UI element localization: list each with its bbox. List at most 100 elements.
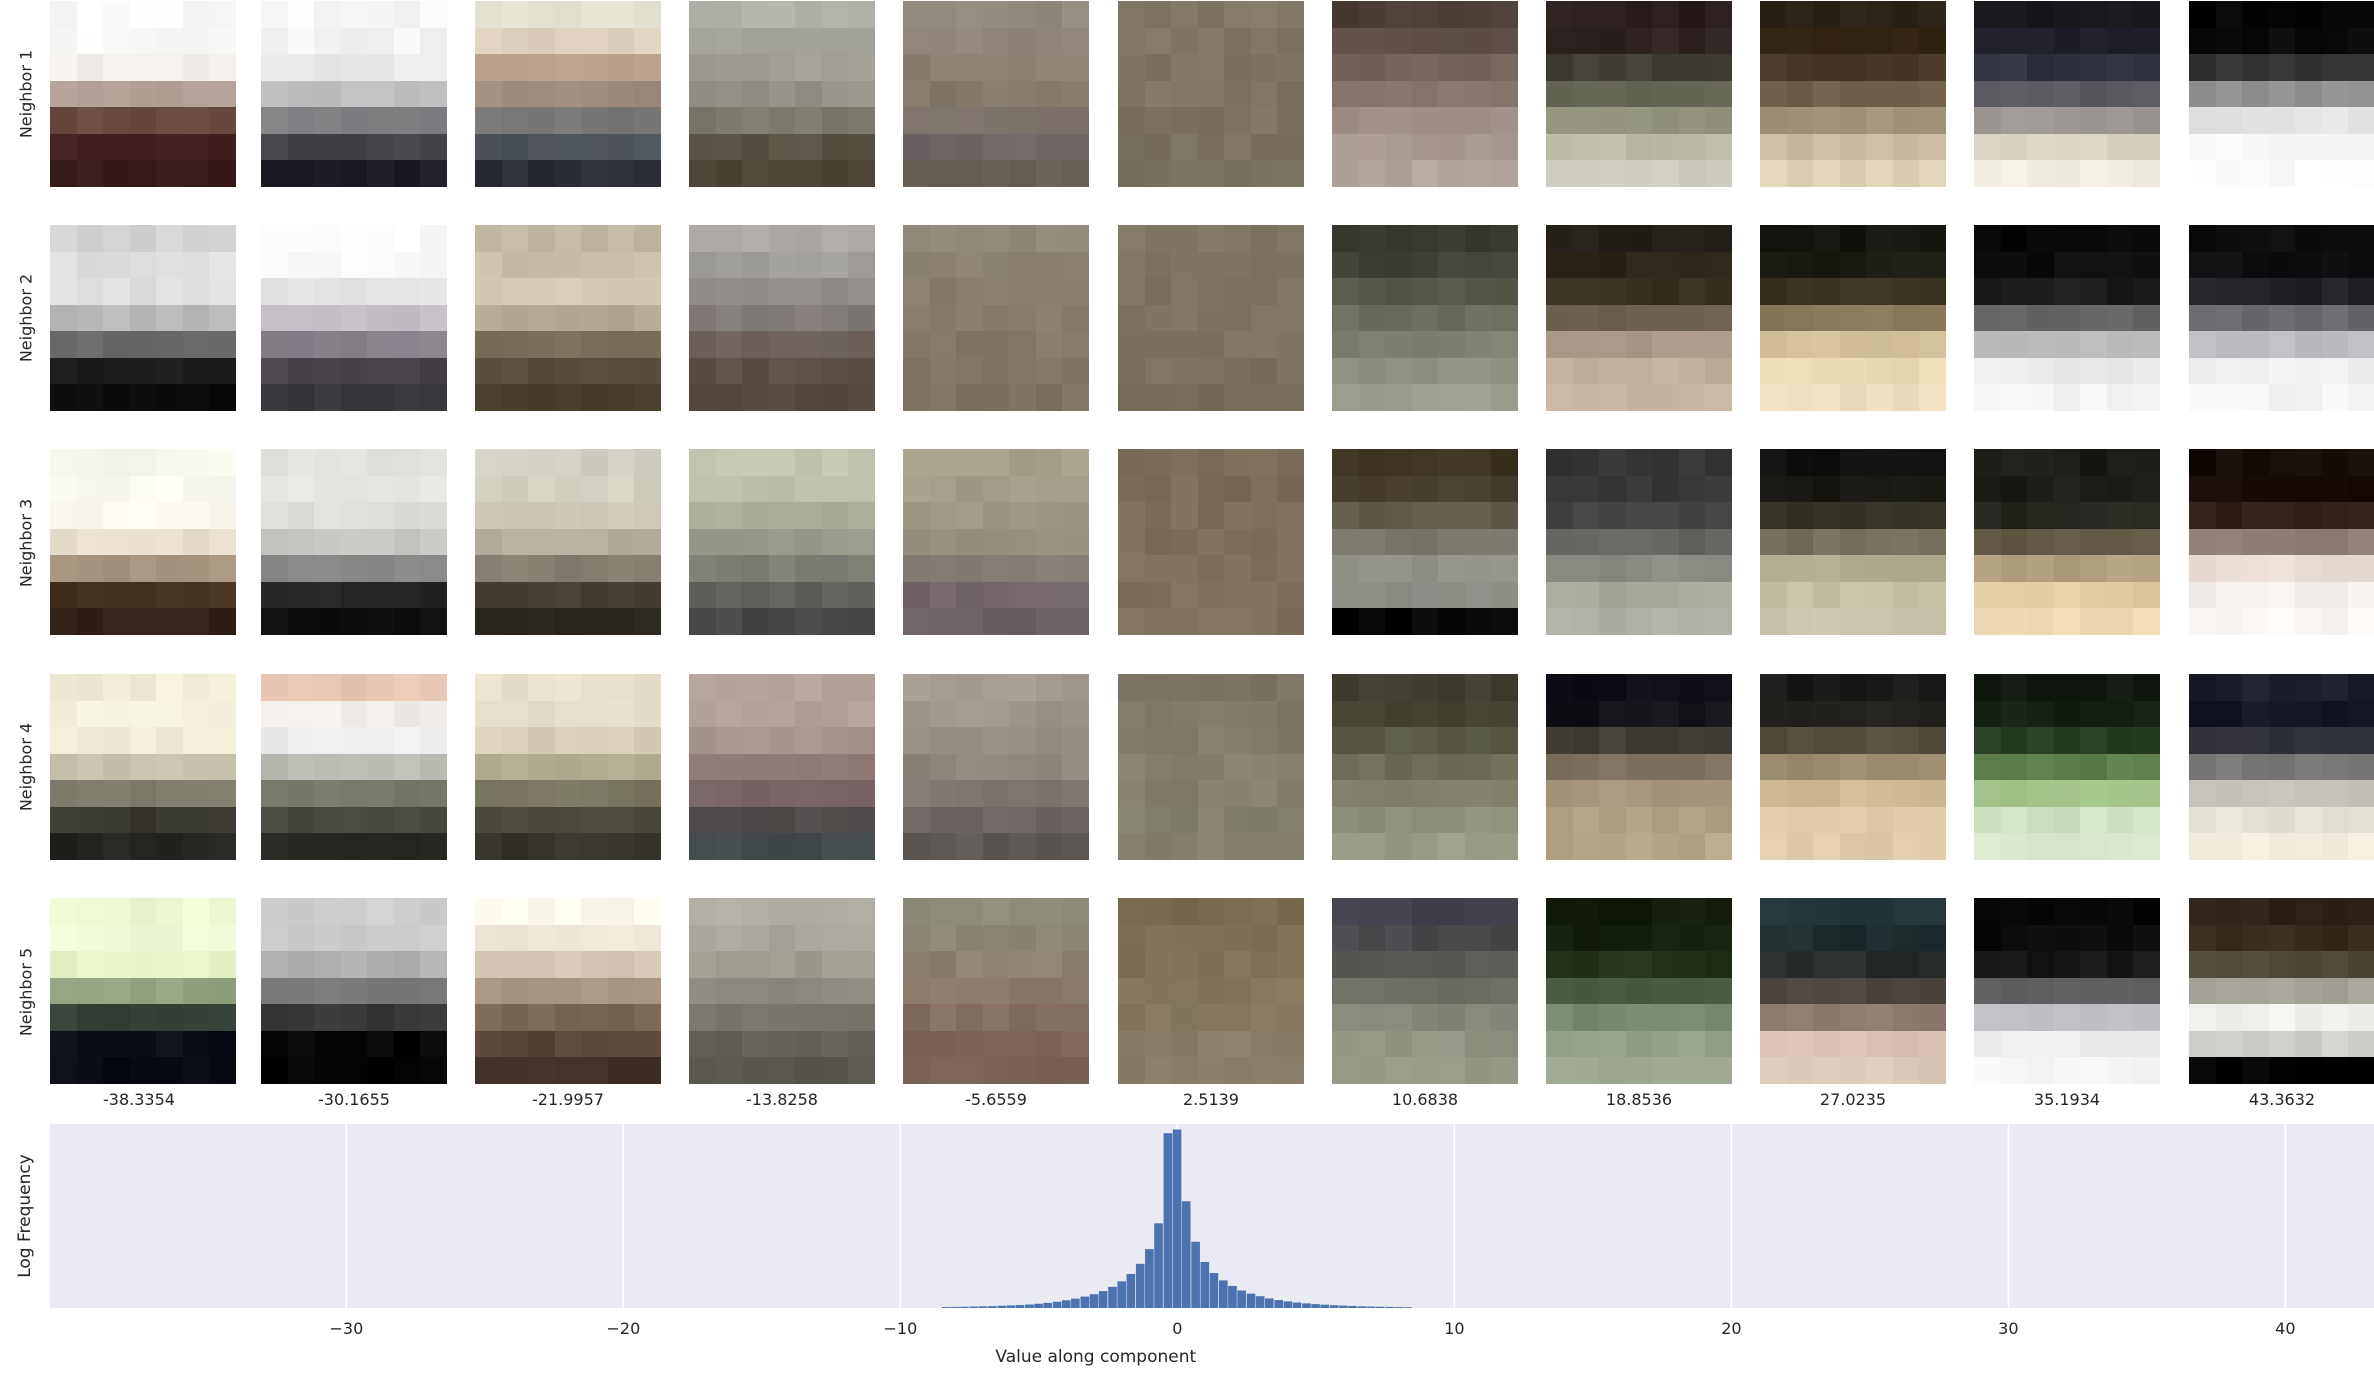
tile-pixel — [475, 27, 502, 55]
tile-pixel — [956, 357, 983, 385]
tile-pixel — [1760, 977, 1787, 1005]
tile-pixel — [795, 727, 822, 754]
tile-pixel — [2027, 833, 2054, 860]
tile-pixel — [634, 951, 661, 978]
tile-pixel — [1813, 357, 1840, 385]
tile-pixel — [2133, 1057, 2160, 1084]
tile-pixel — [1839, 331, 1867, 358]
tile-pixel — [1546, 700, 1573, 728]
tile-pixel — [2027, 107, 2054, 134]
tile-pixel — [2080, 700, 2107, 728]
tile-pixel — [501, 1004, 529, 1031]
tile-pixel — [393, 357, 421, 385]
tile-pixel — [50, 278, 77, 305]
tile-pixel — [634, 449, 661, 476]
tile-pixel — [1491, 502, 1518, 529]
tile-pixel — [607, 160, 635, 187]
tile-pixel — [2295, 951, 2322, 978]
tile-pixel — [1678, 27, 1706, 55]
tile-pixel — [768, 1057, 796, 1084]
tile-pixel — [393, 160, 421, 187]
tile-pixel — [1358, 674, 1386, 701]
tile-pixel — [2215, 475, 2243, 503]
tile-pixel — [2053, 727, 2081, 754]
tile-pixel — [1464, 384, 1492, 411]
tile-pixel — [1062, 1, 1089, 28]
tile-pixel — [2189, 251, 2216, 279]
tile-pixel — [2106, 528, 2134, 556]
tile-pixel — [1705, 251, 1732, 279]
tile-pixel — [129, 977, 157, 1005]
tile-pixel — [475, 251, 502, 279]
tile-pixel — [1786, 555, 1814, 582]
tile-pixel — [2027, 898, 2054, 925]
tile-pixel — [2189, 898, 2216, 925]
tile-pixel — [501, 581, 529, 609]
tile-pixel — [1332, 304, 1359, 332]
tile-pixel — [1546, 357, 1573, 385]
tile-pixel — [2027, 780, 2054, 807]
tile-pixel — [340, 54, 368, 81]
tile-pixel — [1546, 1057, 1573, 1084]
tile-pixel — [1625, 833, 1653, 860]
tile-pixel — [903, 304, 930, 332]
tile-pixel — [982, 581, 1010, 609]
tile-pixel — [715, 1057, 743, 1084]
tile-pixel — [393, 449, 421, 476]
tile-pixel — [1035, 160, 1063, 187]
neighbor-image-tile — [261, 898, 447, 1084]
tile-pixel — [1118, 780, 1145, 807]
tile-pixel — [340, 951, 368, 978]
tile-pixel — [2133, 331, 2160, 358]
tile-pixel — [1572, 753, 1600, 781]
tile-pixel — [1385, 898, 1412, 925]
tile-pixel — [1062, 251, 1089, 279]
tile-pixel — [129, 753, 157, 781]
tile-pixel — [1464, 160, 1492, 187]
tile-pixel — [367, 528, 394, 556]
tile-pixel — [2000, 581, 2028, 609]
tile-pixel — [768, 80, 796, 108]
tile-pixel — [1358, 528, 1386, 556]
tile-pixel — [689, 833, 716, 860]
tile-pixel — [340, 27, 368, 55]
tile-pixel — [1572, 608, 1600, 635]
tile-pixel — [1813, 27, 1840, 55]
tile-pixel — [1144, 54, 1172, 81]
tile-pixel — [1277, 898, 1304, 925]
tile-pixel — [742, 924, 769, 952]
tile-pixel — [848, 225, 875, 252]
tile-pixel — [182, 924, 210, 952]
tile-pixel — [2106, 780, 2134, 807]
tile-pixel — [634, 251, 661, 279]
tile-pixel — [2295, 700, 2322, 728]
tile-pixel — [2106, 1, 2134, 28]
tile-pixel — [1009, 898, 1036, 925]
tile-pixel — [1438, 1030, 1465, 1058]
tile-pixel — [76, 727, 104, 754]
tile-pixel — [129, 898, 157, 925]
tile-pixel — [1760, 1, 1787, 28]
tile-pixel — [1277, 449, 1304, 476]
tile-pixel — [1224, 898, 1251, 925]
tile-pixel — [129, 475, 157, 503]
tile-pixel — [367, 898, 394, 925]
tile-pixel — [1652, 753, 1679, 781]
tile-pixel — [2321, 674, 2349, 701]
tile-pixel — [2080, 555, 2107, 582]
tile-pixel — [2106, 27, 2134, 55]
tile-pixel — [2295, 384, 2322, 411]
tile-pixel — [393, 27, 421, 55]
tile-pixel — [956, 581, 983, 609]
tile-pixel — [156, 384, 183, 411]
tile-pixel — [367, 700, 394, 728]
tile-pixel — [1892, 1057, 1920, 1084]
tile-pixel — [1358, 1, 1386, 28]
tile-pixel — [1197, 357, 1225, 385]
tile-pixel — [742, 449, 769, 476]
tile-pixel — [929, 753, 957, 781]
tile-pixel — [475, 449, 502, 476]
tile-pixel — [768, 384, 796, 411]
tile-pixel — [689, 528, 716, 556]
tile-pixel — [1385, 753, 1412, 781]
